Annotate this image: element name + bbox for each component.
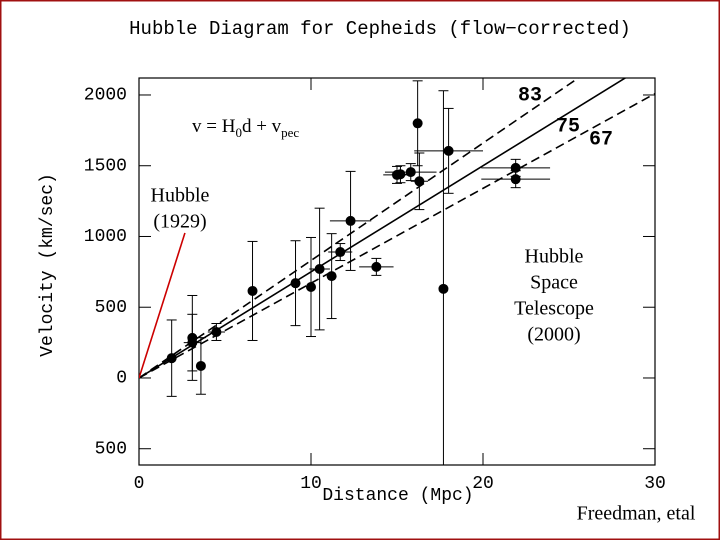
point [335, 247, 346, 258]
x-tick-label: 20 [472, 474, 494, 494]
y-tick-label: 500 [95, 298, 127, 318]
point [405, 167, 416, 178]
point [326, 271, 337, 282]
equation-part: d + v [242, 116, 282, 137]
annotation: Telescope [514, 298, 594, 320]
fit-line [139, 78, 627, 379]
x-tick-label: 0 [134, 474, 145, 494]
fit-label: 75 [556, 115, 580, 138]
x-tick-label: 10 [300, 474, 322, 494]
fit-line [139, 92, 655, 379]
point [195, 360, 206, 371]
equation-subscript: pec [281, 125, 299, 140]
equation-part: v = H [192, 116, 236, 137]
y-tick-label: 1000 [84, 227, 127, 247]
y-tick-label: 2000 [84, 86, 127, 106]
equation: v = H0d + vpec [192, 116, 299, 140]
fit-label: 83 [518, 84, 542, 107]
fit-line [139, 232, 186, 379]
annotation: (1929) [153, 211, 206, 233]
chart-title: Hubble Diagram for Cepheids (flow−correc… [129, 18, 631, 40]
equation-subscript: 0 [235, 125, 242, 140]
point [371, 261, 382, 272]
x-tick-label: 30 [644, 474, 666, 494]
fits [139, 78, 655, 379]
point [443, 145, 454, 156]
annotation: Space [530, 272, 578, 294]
annotation: Freedman, etal [577, 503, 696, 525]
point [290, 278, 301, 289]
y-tick-label: 500 [95, 439, 127, 459]
point [314, 264, 325, 275]
x-axis-label: Distance (Mpc) [322, 486, 473, 506]
point [187, 337, 198, 348]
point [412, 118, 423, 129]
point [438, 283, 449, 294]
point [166, 353, 177, 364]
plot-frame [138, 77, 656, 466]
point [247, 285, 258, 296]
annotation: (2000) [527, 324, 580, 346]
series [166, 80, 551, 465]
y-tick-label: 0 [116, 369, 127, 389]
fit-label: 67 [589, 128, 613, 151]
annotation: Hubble [525, 246, 584, 268]
point [211, 326, 222, 337]
y-axis-label: Velocity (km/sec) [38, 173, 58, 357]
point [510, 174, 521, 185]
fit-line [139, 78, 580, 379]
y-tick-label: 1500 [84, 156, 127, 176]
point [345, 215, 356, 226]
annotation: Hubble [151, 185, 210, 207]
point [395, 169, 406, 180]
point [414, 176, 425, 187]
point [306, 281, 316, 292]
